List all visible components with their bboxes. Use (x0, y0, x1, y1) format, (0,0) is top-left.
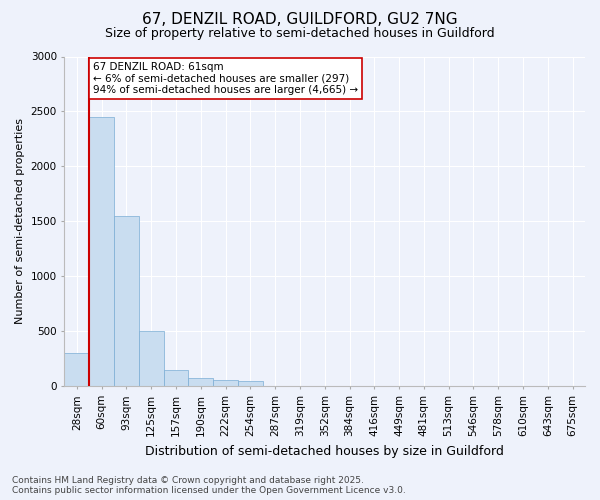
Bar (164, 370, 188, 386)
Text: Contains HM Land Registry data © Crown copyright and database right 2025.
Contai: Contains HM Land Registry data © Crown c… (12, 476, 406, 495)
Bar (64, 354, 89, 386)
Text: Size of property relative to semi-detached houses in Guildford: Size of property relative to semi-detach… (105, 28, 495, 40)
Y-axis label: Number of semi-detached properties: Number of semi-detached properties (15, 118, 25, 324)
Bar (114, 216, 139, 386)
Bar (139, 332, 164, 386)
Bar (89, 117, 114, 386)
Bar (238, 381, 263, 386)
Bar (213, 380, 238, 386)
X-axis label: Distribution of semi-detached houses by size in Guildford: Distribution of semi-detached houses by … (145, 444, 504, 458)
Text: 67 DENZIL ROAD: 61sqm
← 6% of semi-detached houses are smaller (297)
94% of semi: 67 DENZIL ROAD: 61sqm ← 6% of semi-detac… (93, 62, 358, 95)
Text: 67, DENZIL ROAD, GUILDFORD, GU2 7NG: 67, DENZIL ROAD, GUILDFORD, GU2 7NG (142, 12, 458, 28)
Bar (188, 378, 213, 386)
